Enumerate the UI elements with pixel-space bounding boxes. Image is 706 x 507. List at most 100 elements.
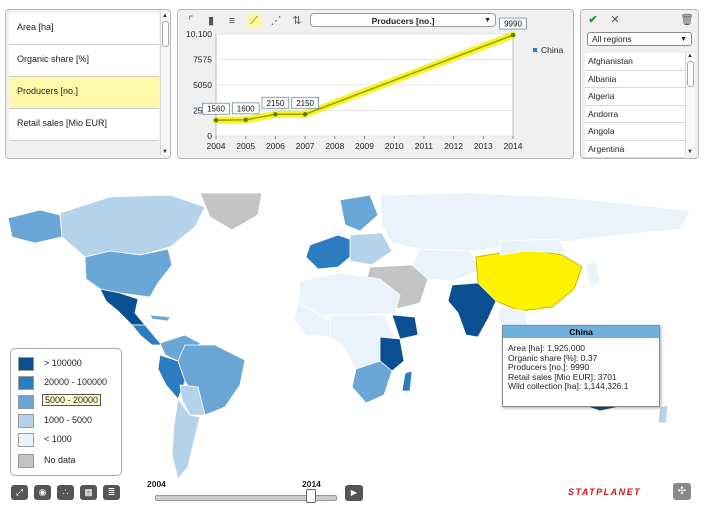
data-label: 1560	[207, 105, 225, 114]
country-bolivia[interactable]	[179, 384, 206, 416]
legend-swatch	[18, 433, 34, 447]
data-label-box	[291, 96, 319, 109]
x-tick-label: 2011	[415, 141, 434, 151]
legend-swatch	[18, 395, 34, 409]
legend-label: > 100000	[44, 358, 82, 368]
region-dropdown[interactable]: All regions ▼	[587, 32, 692, 46]
data-label-box	[261, 96, 290, 109]
x-tick-label: 2008	[325, 141, 344, 151]
settings-icon[interactable]: ✣	[673, 483, 691, 500]
legend-label: 1000 - 5000	[44, 415, 93, 425]
tooltip-line: Area [ha]: 1,925,000	[508, 343, 586, 353]
data-point[interactable]	[302, 112, 308, 117]
bar-chart-icon[interactable]: ▮	[207, 15, 215, 27]
table-icon[interactable]: ▦	[80, 485, 97, 500]
timeline-slider-thumb[interactable]	[306, 489, 316, 503]
tooltip-line: Organic share [%]: 0.37	[508, 352, 598, 363]
country-scandinavia[interactable]	[339, 194, 379, 232]
timeline-slider-track[interactable]	[155, 495, 337, 501]
x-tick-label: 2005	[236, 141, 255, 151]
checkmark-icon[interactable]: ✔	[588, 14, 598, 26]
eye-icon[interactable]: ◉	[34, 485, 51, 500]
data-label: 1600	[237, 104, 255, 113]
country-western-europe[interactable]	[305, 234, 353, 270]
country-mongolia[interactable]	[499, 238, 566, 256]
indicator-dropdown[interactable]: Producers [no.] ▼	[310, 13, 496, 27]
legend-label: < 1000	[44, 434, 72, 444]
region-item[interactable]: Algeria	[585, 88, 685, 106]
country-japan[interactable]	[584, 260, 601, 288]
country-alaska[interactable]	[7, 209, 63, 244]
data-point[interactable]	[213, 118, 219, 123]
scroll-up-icon[interactable]: ▲	[687, 53, 693, 59]
country-brazil[interactable]	[177, 344, 246, 416]
country-greenland[interactable]	[199, 192, 263, 231]
bubble-map-icon[interactable]: ∴	[57, 485, 74, 500]
notes-icon[interactable]: ≣	[103, 485, 120, 500]
country-canada[interactable]	[59, 194, 206, 258]
line-chart-icon[interactable]: ⟋	[247, 14, 261, 28]
data-point[interactable]	[510, 32, 516, 38]
scatter-chart-icon[interactable]: ⋰	[270, 15, 282, 27]
data-label: 9990	[504, 20, 522, 29]
chart-legend-label: China	[541, 45, 563, 55]
indicator-item-retail-sales[interactable]: Retail sales [Mio EUR]	[9, 109, 159, 141]
horizontal-bar-icon[interactable]: ≡	[228, 15, 236, 27]
fullscreen-icon[interactable]: ⤢	[11, 485, 28, 500]
country-india[interactable]	[447, 282, 497, 338]
region-item[interactable]: Andorra	[585, 105, 685, 123]
legend-label: No data	[44, 455, 76, 465]
country-central-america[interactable]	[131, 324, 163, 346]
region-item[interactable]: Afghanistan	[585, 53, 685, 71]
country-ethiopia[interactable]	[391, 314, 419, 340]
timeline-start-label: 2004	[147, 479, 166, 489]
sort-icon[interactable]: ⇅	[292, 15, 302, 27]
scroll-thumb[interactable]	[162, 21, 169, 47]
indicator-dropdown-value: Producers [no.]	[371, 16, 435, 26]
y-tick-label: 5050	[193, 80, 212, 90]
indicator-item-area[interactable]: Area [ha]	[9, 13, 159, 45]
region-item[interactable]: Argentina	[585, 140, 685, 158]
y-tick-label: 0	[207, 131, 212, 141]
country-caribbean[interactable]	[149, 314, 171, 322]
data-point[interactable]	[273, 112, 278, 117]
region-panel: ✔ ✕ 🗑 All regions ▼ Afghanistan Albania …	[580, 9, 699, 159]
data-point[interactable]	[243, 117, 248, 123]
line-chart: 025255050757510,100200420052006200720082…	[186, 17, 563, 151]
region-item[interactable]: Angola	[585, 123, 685, 141]
scroll-down-icon[interactable]: ▼	[162, 149, 168, 155]
indicator-panel: Area [ha] Organic share [%] Producers [n…	[5, 9, 171, 159]
country-new-zealand[interactable]	[657, 404, 669, 424]
country-central-asia[interactable]	[411, 248, 481, 282]
indicator-item-organic-share[interactable]: Organic share [%]	[9, 45, 159, 77]
country-eastern-europe[interactable]	[349, 232, 393, 266]
data-label-box	[231, 102, 260, 115]
country-southern-africa[interactable]	[351, 360, 393, 404]
data-label: 2150	[267, 99, 285, 108]
tooltip-line: Producers [no.]: 9990	[508, 362, 590, 372]
trash-icon[interactable]: 🗑	[680, 14, 694, 26]
scroll-up-icon[interactable]: ▲	[162, 13, 168, 19]
country-russia[interactable]	[379, 192, 691, 252]
indicator-item-producers[interactable]: Producers [no.]	[9, 77, 159, 109]
country-tooltip: China Area [ha]: 1,925,000 Organic share…	[502, 325, 660, 407]
scroll-down-icon[interactable]: ▼	[687, 149, 693, 155]
region-item[interactable]: Albania	[585, 70, 685, 88]
map-legend: > 100000 20000 - 100000 5000 - 20000 100…	[10, 348, 122, 476]
region-scrollbar[interactable]: ▲ ▼	[685, 53, 695, 155]
tooltip-title: China	[503, 326, 659, 338]
close-icon[interactable]: ✕	[610, 14, 620, 26]
scroll-thumb[interactable]	[687, 61, 694, 87]
data-label: 2150	[296, 99, 314, 108]
country-usa[interactable]	[84, 248, 173, 298]
x-tick-label: 2007	[296, 141, 315, 151]
select-icon[interactable]: ⌜	[188, 15, 194, 27]
country-madagascar[interactable]	[401, 370, 413, 392]
legend-swatch	[18, 376, 34, 390]
country-argentina[interactable]	[171, 397, 201, 480]
country-east-africa[interactable]	[379, 336, 405, 372]
play-button[interactable]: ▶	[345, 485, 363, 501]
x-tick-label: 2004	[207, 141, 226, 151]
indicator-scrollbar[interactable]: ▲ ▼	[160, 13, 170, 155]
timeline-end-label: 2014	[302, 479, 321, 489]
